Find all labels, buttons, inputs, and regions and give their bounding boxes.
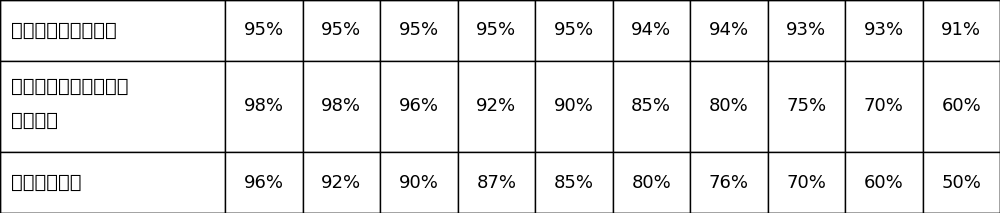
Text: 92%: 92%: [476, 98, 516, 115]
Bar: [458, 0, 535, 61]
Bar: [302, 61, 380, 152]
Text: 94%: 94%: [709, 21, 749, 39]
Text: 60%: 60%: [864, 174, 904, 192]
Text: 96%: 96%: [399, 98, 439, 115]
Bar: [535, 152, 612, 213]
Text: 95%: 95%: [399, 21, 439, 39]
Bar: [225, 0, 302, 61]
Text: 90%: 90%: [399, 174, 439, 192]
Bar: [0, 152, 225, 213]
Bar: [845, 61, 923, 152]
Bar: [225, 61, 302, 152]
Text: 95%: 95%: [321, 21, 361, 39]
Text: 98%: 98%: [244, 98, 284, 115]
Text: 87%: 87%: [476, 174, 516, 192]
Bar: [612, 61, 690, 152]
Text: 乙烯基三氯硬烷选择性: 乙烯基三氯硬烷选择性: [11, 77, 129, 96]
Text: 75%: 75%: [786, 98, 826, 115]
Bar: [690, 61, 768, 152]
Text: 50%: 50%: [941, 174, 981, 192]
Text: 催化剂回收率: 催化剂回收率: [11, 173, 82, 192]
Text: 85%: 85%: [631, 98, 671, 115]
Text: （平均）: （平均）: [11, 111, 58, 130]
Bar: [845, 152, 923, 213]
Text: 70%: 70%: [786, 174, 826, 192]
Bar: [458, 61, 535, 152]
Text: 95%: 95%: [476, 21, 516, 39]
Text: 95%: 95%: [554, 21, 594, 39]
Bar: [380, 61, 458, 152]
Bar: [768, 152, 845, 213]
Bar: [458, 152, 535, 213]
Text: 90%: 90%: [554, 98, 594, 115]
Text: 93%: 93%: [864, 21, 904, 39]
Text: 70%: 70%: [864, 98, 904, 115]
Bar: [302, 152, 380, 213]
Bar: [0, 0, 225, 61]
Bar: [535, 0, 612, 61]
Bar: [535, 61, 612, 152]
Text: 60%: 60%: [941, 98, 981, 115]
Bar: [923, 0, 1000, 61]
Bar: [380, 0, 458, 61]
Text: 80%: 80%: [709, 98, 749, 115]
Bar: [768, 61, 845, 152]
Text: 85%: 85%: [554, 174, 594, 192]
Bar: [690, 0, 768, 61]
Bar: [302, 0, 380, 61]
Text: 80%: 80%: [631, 174, 671, 192]
Bar: [225, 152, 302, 213]
Text: 95%: 95%: [244, 21, 284, 39]
Text: 94%: 94%: [631, 21, 671, 39]
Bar: [612, 152, 690, 213]
Bar: [0, 61, 225, 152]
Text: 96%: 96%: [244, 174, 284, 192]
Bar: [923, 152, 1000, 213]
Text: 98%: 98%: [321, 98, 361, 115]
Text: 92%: 92%: [321, 174, 361, 192]
Bar: [845, 0, 923, 61]
Bar: [380, 152, 458, 213]
Text: 76%: 76%: [709, 174, 749, 192]
Bar: [768, 0, 845, 61]
Text: 93%: 93%: [786, 21, 826, 39]
Text: 乙炔转化率（平均）: 乙炔转化率（平均）: [11, 21, 117, 40]
Text: 91%: 91%: [941, 21, 981, 39]
Bar: [690, 152, 768, 213]
Bar: [923, 61, 1000, 152]
Bar: [612, 0, 690, 61]
